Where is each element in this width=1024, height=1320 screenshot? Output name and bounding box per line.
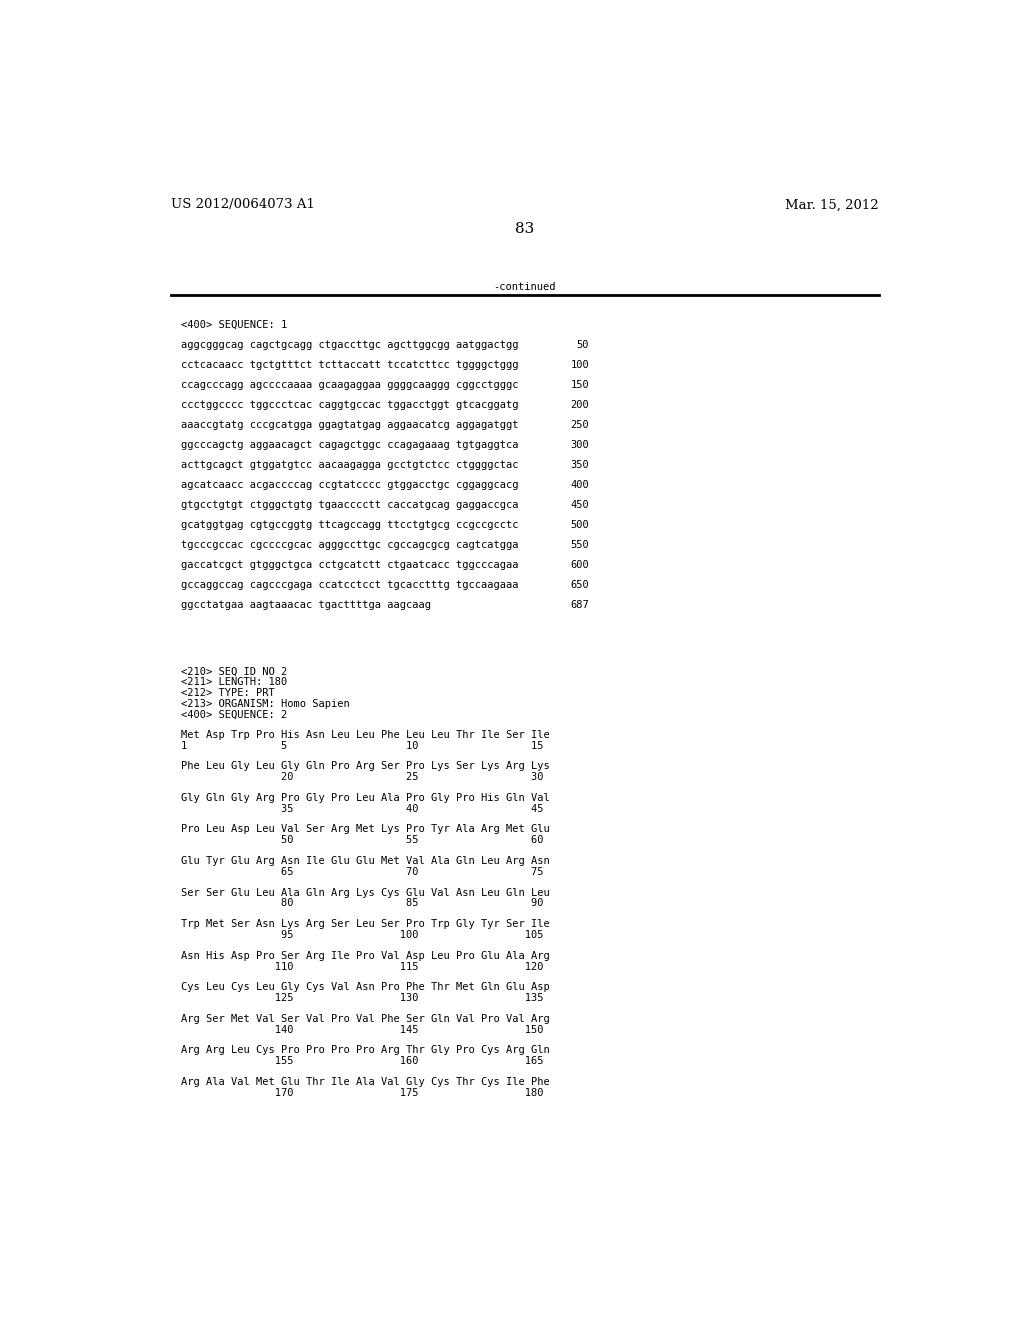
Text: Phe Leu Gly Leu Gly Gln Pro Arg Ser Pro Lys Ser Lys Arg Lys: Phe Leu Gly Leu Gly Gln Pro Arg Ser Pro … [180,762,550,771]
Text: 400: 400 [570,480,589,490]
Text: aggcgggcag cagctgcagg ctgaccttgc agcttggcgg aatggactgg: aggcgggcag cagctgcagg ctgaccttgc agcttgg… [180,341,518,350]
Text: gcatggtgag cgtgccggtg ttcagccagg ttcctgtgcg ccgccgcctc: gcatggtgag cgtgccggtg ttcagccagg ttcctgt… [180,520,518,531]
Text: <212> TYPE: PRT: <212> TYPE: PRT [180,688,274,698]
Text: ccctggcccc tggccctcac caggtgccac tggacctggt gtcacggatg: ccctggcccc tggccctcac caggtgccac tggacct… [180,400,518,411]
Text: cctcacaacc tgctgtttct tcttaccatt tccatcttcc tggggctggg: cctcacaacc tgctgtttct tcttaccatt tccatct… [180,360,518,370]
Text: 450: 450 [570,500,589,511]
Text: 250: 250 [570,420,589,430]
Text: 95                 100                 105: 95 100 105 [180,929,543,940]
Text: <213> ORGANISM: Homo Sapien: <213> ORGANISM: Homo Sapien [180,700,349,709]
Text: 20                  25                  30: 20 25 30 [180,772,543,781]
Text: ggcctatgaa aagtaaacac tgacttttga aagcaag: ggcctatgaa aagtaaacac tgacttttga aagcaag [180,601,431,610]
Text: aaaccgtatg cccgcatgga ggagtatgag aggaacatcg aggagatggt: aaaccgtatg cccgcatgga ggagtatgag aggaaca… [180,420,518,430]
Text: 170                 175                 180: 170 175 180 [180,1088,543,1098]
Text: acttgcagct gtggatgtcc aacaagagga gcctgtctcc ctggggctac: acttgcagct gtggatgtcc aacaagagga gcctgtc… [180,461,518,470]
Text: gccaggccag cagcccgaga ccatcctcct tgcacctttg tgccaagaaa: gccaggccag cagcccgaga ccatcctcct tgcacct… [180,581,518,590]
Text: ggcccagctg aggaacagct cagagctggc ccagagaaag tgtgaggtca: ggcccagctg aggaacagct cagagctggc ccagaga… [180,441,518,450]
Text: <400> SEQUENCE: 2: <400> SEQUENCE: 2 [180,710,287,719]
Text: tgcccgccac cgccccgcac agggccttgc cgccagcgcg cagtcatgga: tgcccgccac cgccccgcac agggccttgc cgccagc… [180,540,518,550]
Text: 83: 83 [515,222,535,235]
Text: Glu Tyr Glu Arg Asn Ile Glu Glu Met Val Ala Gln Leu Arg Asn: Glu Tyr Glu Arg Asn Ile Glu Glu Met Val … [180,857,550,866]
Text: Ser Ser Glu Leu Ala Gln Arg Lys Cys Glu Val Asn Leu Gln Leu: Ser Ser Glu Leu Ala Gln Arg Lys Cys Glu … [180,887,550,898]
Text: Gly Gln Gly Arg Pro Gly Pro Leu Ala Pro Gly Pro His Gln Val: Gly Gln Gly Arg Pro Gly Pro Leu Ala Pro … [180,793,550,803]
Text: 155                 160                 165: 155 160 165 [180,1056,543,1067]
Text: <400> SEQUENCE: 1: <400> SEQUENCE: 1 [180,321,287,330]
Text: 50: 50 [577,341,589,350]
Text: 300: 300 [570,441,589,450]
Text: 350: 350 [570,461,589,470]
Text: 200: 200 [570,400,589,411]
Text: 600: 600 [570,561,589,570]
Text: ccagcccagg agccccaaaa gcaagaggaa ggggcaaggg cggcctgggc: ccagcccagg agccccaaaa gcaagaggaa ggggcaa… [180,380,518,391]
Text: 80                  85                  90: 80 85 90 [180,899,543,908]
Text: US 2012/0064073 A1: US 2012/0064073 A1 [171,198,314,211]
Text: 125                 130                 135: 125 130 135 [180,993,543,1003]
Text: 150: 150 [570,380,589,391]
Text: <210> SEQ ID NO 2: <210> SEQ ID NO 2 [180,667,287,677]
Text: 140                 145                 150: 140 145 150 [180,1024,543,1035]
Text: 100: 100 [570,360,589,370]
Text: Trp Met Ser Asn Lys Arg Ser Leu Ser Pro Trp Gly Tyr Ser Ile: Trp Met Ser Asn Lys Arg Ser Leu Ser Pro … [180,919,550,929]
Text: Mar. 15, 2012: Mar. 15, 2012 [785,198,879,211]
Text: gtgcctgtgt ctgggctgtg tgaacccctt caccatgcag gaggaccgca: gtgcctgtgt ctgggctgtg tgaacccctt caccatg… [180,500,518,511]
Text: 687: 687 [570,601,589,610]
Text: Pro Leu Asp Leu Val Ser Arg Met Lys Pro Tyr Ala Arg Met Glu: Pro Leu Asp Leu Val Ser Arg Met Lys Pro … [180,825,550,834]
Text: 110                 115                 120: 110 115 120 [180,961,543,972]
Text: 1               5                   10                  15: 1 5 10 15 [180,741,543,751]
Text: Asn His Asp Pro Ser Arg Ile Pro Val Asp Leu Pro Glu Ala Arg: Asn His Asp Pro Ser Arg Ile Pro Val Asp … [180,950,550,961]
Text: -continued: -continued [494,281,556,292]
Text: 500: 500 [570,520,589,531]
Text: 65                  70                  75: 65 70 75 [180,867,543,876]
Text: agcatcaacc acgaccccag ccgtatcccc gtggacctgc cggaggcacg: agcatcaacc acgaccccag ccgtatcccc gtggacc… [180,480,518,490]
Text: Arg Ala Val Met Glu Thr Ile Ala Val Gly Cys Thr Cys Ile Phe: Arg Ala Val Met Glu Thr Ile Ala Val Gly … [180,1077,550,1086]
Text: Arg Ser Met Val Ser Val Pro Val Phe Ser Gln Val Pro Val Arg: Arg Ser Met Val Ser Val Pro Val Phe Ser … [180,1014,550,1024]
Text: 50                  55                  60: 50 55 60 [180,836,543,845]
Text: 650: 650 [570,581,589,590]
Text: Arg Arg Leu Cys Pro Pro Pro Pro Arg Thr Gly Pro Cys Arg Gln: Arg Arg Leu Cys Pro Pro Pro Pro Arg Thr … [180,1045,550,1056]
Text: <211> LENGTH: 180: <211> LENGTH: 180 [180,677,287,688]
Text: gaccatcgct gtgggctgca cctgcatctt ctgaatcacc tggcccagaa: gaccatcgct gtgggctgca cctgcatctt ctgaatc… [180,561,518,570]
Text: Cys Leu Cys Leu Gly Cys Val Asn Pro Phe Thr Met Gln Glu Asp: Cys Leu Cys Leu Gly Cys Val Asn Pro Phe … [180,982,550,993]
Text: Met Asp Trp Pro His Asn Leu Leu Phe Leu Leu Thr Ile Ser Ile: Met Asp Trp Pro His Asn Leu Leu Phe Leu … [180,730,550,739]
Text: 35                  40                  45: 35 40 45 [180,804,543,813]
Text: 550: 550 [570,540,589,550]
